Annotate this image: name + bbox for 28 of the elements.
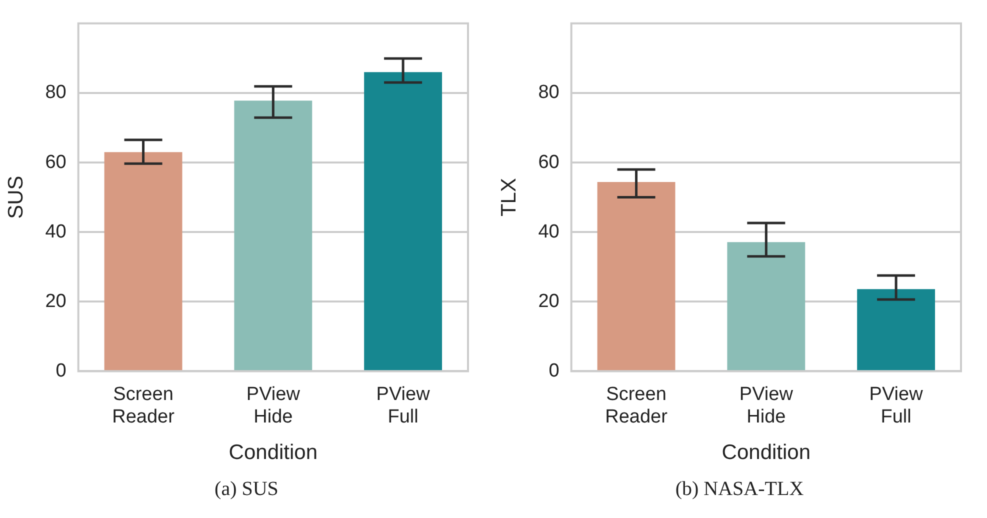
x-tick-label: PView Hide xyxy=(246,384,300,428)
x-tick-label: PView Full xyxy=(376,384,430,428)
bar xyxy=(104,152,182,370)
x-axis-title: Condition xyxy=(228,441,318,464)
bar xyxy=(857,289,936,370)
bar xyxy=(234,100,312,370)
y-tick-label: 60 xyxy=(538,152,560,173)
y-tick-label: 0 xyxy=(548,360,560,382)
y-axis-title: TLX xyxy=(497,178,520,217)
y-tick-label: 40 xyxy=(45,221,66,242)
y-tick-label: 80 xyxy=(45,82,66,104)
y-tick-label: 80 xyxy=(538,82,560,104)
y-tick-label: 60 xyxy=(45,152,66,173)
x-tick-label: PView Full xyxy=(869,384,924,428)
x-axis-title: Condition xyxy=(722,441,811,464)
text: (a) SUS xyxy=(214,478,280,501)
x-tick-label: Screen Reader xyxy=(112,384,176,428)
y-tick-label: 20 xyxy=(538,290,560,312)
y-tick-label: 20 xyxy=(45,290,66,312)
bar xyxy=(597,182,676,370)
x-tick-label: Screen Reader xyxy=(605,384,668,428)
x-tick-label: PView Hide xyxy=(739,384,794,428)
text: (b) NASA-TLX xyxy=(674,478,805,501)
bar xyxy=(727,242,806,370)
y-tick-label: 40 xyxy=(538,221,560,242)
y-axis-title: SUS xyxy=(4,176,28,219)
bar xyxy=(364,72,442,370)
y-tick-label: 0 xyxy=(56,360,66,382)
